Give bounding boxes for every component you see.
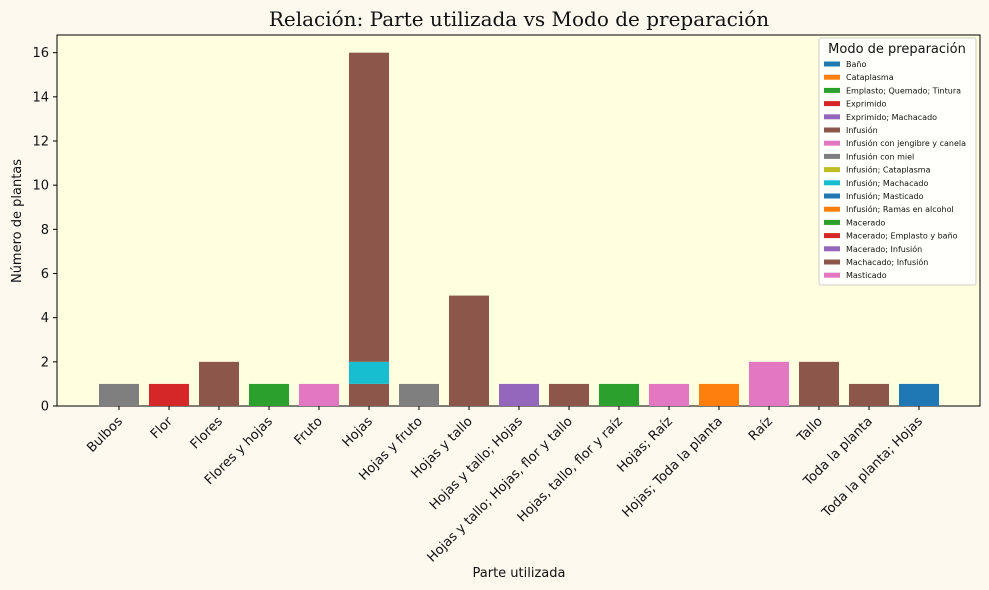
bar-segment — [349, 361, 389, 384]
bar-segment — [449, 295, 489, 406]
legend-entry: Infusión — [846, 125, 878, 135]
legend-entry: Macerado; Infusión — [846, 244, 922, 254]
y-tick-label: 10 — [32, 179, 49, 194]
bar-segment — [249, 383, 289, 406]
y-tick-label: 14 — [32, 90, 49, 105]
y-tick-label: 16 — [32, 46, 49, 61]
legend-swatch — [824, 246, 840, 252]
legend-swatch — [824, 114, 840, 120]
legend-entry: Infusión; Ramas en alcohol — [846, 204, 954, 214]
bar-segment — [899, 383, 939, 406]
x-tick-label: Flores — [188, 414, 226, 452]
legend-swatch — [824, 153, 840, 159]
bar-segment — [399, 383, 439, 406]
bar-segment — [799, 361, 839, 406]
legend-swatch — [824, 61, 840, 67]
legend-entry: Cataplasma — [846, 73, 894, 82]
x-tick-label: Toda la planta; Hojas — [819, 414, 926, 521]
bar-segment — [499, 383, 539, 406]
y-tick-label: 0 — [41, 400, 49, 415]
chart-title: Relación: Parte utilizada vs Modo de pre… — [269, 7, 769, 31]
bar-segment — [99, 383, 139, 406]
legend-swatch — [824, 101, 840, 107]
legend-entry: Macerado — [846, 218, 885, 227]
x-tick-label: Bulbos — [84, 414, 126, 456]
bar-segment — [299, 383, 339, 406]
x-tick-label: Tallo — [794, 414, 826, 446]
legend-entry: Infusión con jengibre y canela — [846, 138, 966, 148]
bar-segment — [749, 361, 789, 406]
bar-segment — [849, 383, 889, 406]
legend-swatch — [824, 180, 840, 186]
legend-entry: Macerado; Emplasto y baño — [846, 232, 958, 241]
legend-swatch — [824, 219, 840, 225]
x-tick-label: Hojas y tallo; Hojas — [427, 414, 526, 513]
x-tick-label: Flor — [148, 414, 176, 442]
legend-swatch — [824, 127, 840, 133]
legend-swatch — [824, 206, 840, 212]
legend-swatch — [824, 140, 840, 146]
bar-segment — [199, 361, 239, 406]
legend-swatch — [824, 74, 840, 80]
y-tick-label: 2 — [41, 355, 49, 370]
legend-entry: Machacado; Infusión — [846, 257, 928, 267]
x-tick-label: Hojas, tallo, flor y raíz — [515, 414, 626, 525]
x-tick-label: Hojas; Toda la planta — [619, 414, 725, 520]
y-tick-label: 12 — [32, 135, 49, 150]
x-tick-label: Raíz — [746, 414, 776, 444]
legend-swatch — [824, 272, 840, 278]
x-axis-label: Parte utilizada — [473, 566, 566, 581]
x-tick-label: Fruto — [292, 414, 326, 448]
legend-entry: Exprimido; Machacado — [846, 113, 937, 122]
y-tick-label: 8 — [41, 223, 49, 238]
legend-entry: Emplasto; Quemado; Tintura — [846, 86, 961, 95]
bar-segment — [349, 52, 389, 362]
bar-segment — [149, 383, 189, 406]
legend-box — [818, 37, 977, 286]
bar-segment — [699, 383, 739, 406]
legend-swatch — [824, 259, 840, 265]
y-tick-label: 6 — [41, 267, 49, 282]
legend-entry: Infusión; Masticado — [846, 191, 924, 201]
x-tick-label: Hojas — [340, 414, 376, 450]
bar-segment — [649, 383, 689, 406]
legend-title: Modo de preparación — [828, 42, 966, 57]
legend-swatch — [824, 167, 840, 173]
legend-entry: Masticado — [846, 271, 887, 280]
legend: Modo de preparación Baño Cataplasma Emplas… — [818, 37, 977, 286]
legend-entry: Infusión; Machacado — [846, 178, 928, 188]
legend-entry: Infusión; Cataplasma — [846, 165, 931, 175]
legend-swatch — [824, 233, 840, 239]
bar-segment — [599, 383, 639, 406]
y-axis-label: Número de plantas — [10, 159, 25, 283]
legend-swatch — [824, 87, 840, 93]
legend-entry: Exprimido — [846, 100, 886, 109]
legend-entry: Baño — [846, 60, 866, 69]
bar-segment — [349, 383, 389, 406]
legend-swatch — [824, 193, 840, 199]
legend-entry: Infusión con miel — [846, 151, 914, 161]
y-tick-label: 4 — [41, 311, 49, 326]
bar-segment — [549, 383, 589, 406]
